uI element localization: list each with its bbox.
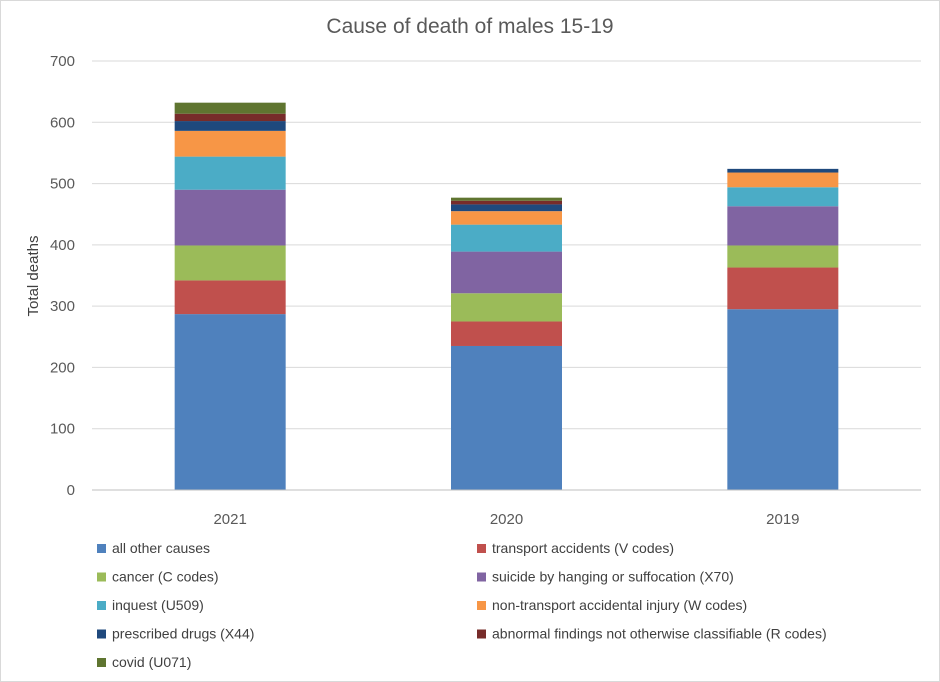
bar-segment xyxy=(174,102,286,114)
bar-segment xyxy=(174,189,286,246)
y-tick-label: 100 xyxy=(50,421,75,438)
legend-swatch xyxy=(97,572,106,582)
bar-segment xyxy=(451,321,562,346)
bar-segment xyxy=(451,211,562,225)
bar-segment xyxy=(727,267,839,310)
bar-segment xyxy=(451,197,562,201)
bar-segment xyxy=(727,245,839,268)
y-tick-label: 0 xyxy=(67,482,75,499)
legend-swatch xyxy=(97,601,106,610)
legend-swatch xyxy=(477,572,486,582)
bar-segment xyxy=(174,121,286,131)
legend-swatch xyxy=(477,629,486,639)
legend-label: non-transport accidental injury (W codes… xyxy=(492,597,747,613)
legend-swatch xyxy=(97,544,106,553)
bar-segment xyxy=(174,245,286,281)
y-tick-label: 500 xyxy=(50,176,75,193)
x-tick-label: 2021 xyxy=(213,511,246,528)
bar-segment xyxy=(451,251,562,294)
bar-segment xyxy=(727,309,839,490)
legend-label: prescribed drugs (X44) xyxy=(112,626,254,642)
bar-segment xyxy=(451,293,562,322)
x-tick-label: 2020 xyxy=(490,511,523,528)
y-tick-label: 300 xyxy=(50,298,75,315)
bar-segment xyxy=(174,314,286,490)
bar-segment xyxy=(727,187,839,207)
legend-swatch xyxy=(477,601,486,610)
bar-segment xyxy=(451,224,562,252)
x-tick-label: 2019 xyxy=(766,511,799,528)
bar-segment xyxy=(451,345,562,490)
chart-title: Cause of death of males 15-19 xyxy=(326,15,613,38)
legend-label: covid (U071) xyxy=(112,654,191,670)
legend-label: suicide by hanging or suffocation (X70) xyxy=(492,569,734,585)
legend: all other causes transport accidents (V c… xyxy=(97,540,827,670)
bar-segment xyxy=(174,130,286,157)
legend-swatch xyxy=(477,544,486,553)
y-tick-label: 700 xyxy=(50,53,75,70)
bar-segment xyxy=(451,204,562,212)
bar-segment xyxy=(174,280,286,315)
legend-label: abnormal findings not otherwise classifi… xyxy=(492,626,827,642)
bar-segment xyxy=(727,206,839,246)
legend-label: cancer (C codes) xyxy=(112,569,219,585)
axes: 0 100 200 300 400 500 600 700 2021 2020 2019 xyxy=(50,53,921,528)
legend-label: all other causes xyxy=(112,540,210,556)
bar-segment xyxy=(727,172,839,188)
bar-segment xyxy=(727,168,839,173)
bars xyxy=(174,102,839,490)
legend-swatch xyxy=(97,629,106,639)
y-axis-title: Total deaths xyxy=(25,236,42,317)
y-tick-label: 400 xyxy=(50,237,75,254)
bar-segment xyxy=(174,156,286,190)
y-tick-label: 200 xyxy=(50,359,75,376)
bar-segment xyxy=(451,200,562,205)
legend-label: inquest (U509) xyxy=(112,597,204,613)
y-tick-label: 600 xyxy=(50,114,75,131)
bar-segment xyxy=(174,113,286,122)
legend-swatch xyxy=(97,658,106,667)
legend-label: transport accidents (V codes) xyxy=(492,540,674,556)
